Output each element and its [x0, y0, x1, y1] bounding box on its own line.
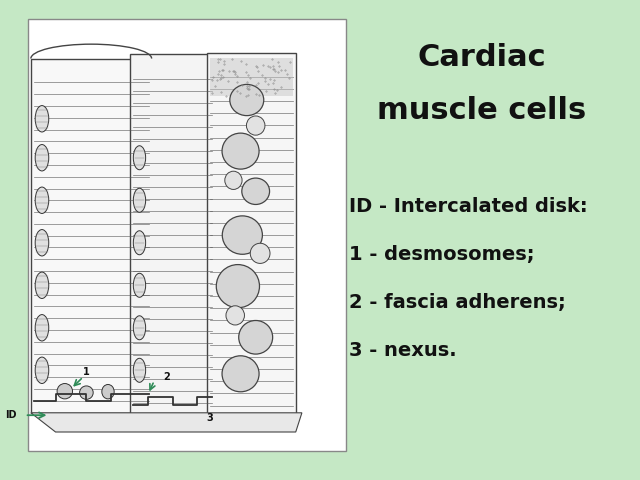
Ellipse shape [35, 144, 49, 171]
Text: muscle cells: muscle cells [377, 96, 586, 125]
Ellipse shape [35, 229, 49, 256]
Bar [28, 19, 346, 451]
Ellipse shape [246, 116, 265, 135]
Ellipse shape [35, 314, 49, 341]
Ellipse shape [79, 386, 93, 399]
Ellipse shape [222, 133, 259, 169]
Text: ID: ID [5, 410, 17, 420]
Ellipse shape [225, 171, 242, 190]
Ellipse shape [216, 264, 259, 308]
Text: 2 - fascia adherens;: 2 - fascia adherens; [349, 293, 565, 312]
Ellipse shape [250, 243, 270, 264]
Ellipse shape [133, 358, 146, 382]
Bar [210, 58, 292, 96]
Ellipse shape [35, 272, 49, 299]
Bar [207, 53, 296, 418]
Bar [31, 59, 152, 413]
Ellipse shape [133, 188, 146, 212]
Ellipse shape [35, 106, 49, 132]
Ellipse shape [35, 357, 49, 384]
Ellipse shape [239, 321, 273, 354]
Ellipse shape [35, 187, 49, 214]
Text: 3 - nexus.: 3 - nexus. [349, 341, 456, 360]
Text: 3: 3 [207, 413, 213, 422]
Ellipse shape [222, 356, 259, 392]
Bar [129, 55, 216, 415]
Text: ID - Intercalated disk:: ID - Intercalated disk: [349, 197, 588, 216]
Ellipse shape [133, 231, 146, 255]
Text: 1: 1 [83, 367, 90, 377]
Ellipse shape [133, 316, 146, 340]
Ellipse shape [133, 273, 146, 297]
Ellipse shape [133, 146, 146, 170]
Ellipse shape [222, 216, 262, 254]
Ellipse shape [242, 178, 269, 204]
Ellipse shape [230, 84, 264, 116]
Text: 1 - desmosomes;: 1 - desmosomes; [349, 245, 534, 264]
Ellipse shape [102, 384, 114, 399]
Ellipse shape [226, 306, 244, 325]
Text: Cardiac: Cardiac [417, 43, 546, 72]
Text: 2: 2 [163, 372, 170, 382]
Ellipse shape [57, 384, 72, 399]
Polygon shape [31, 413, 302, 432]
